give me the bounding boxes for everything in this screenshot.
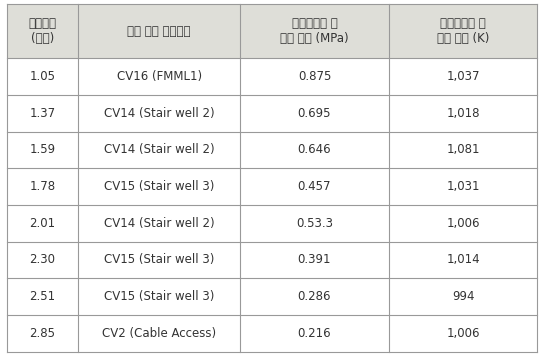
Text: 0.695: 0.695 xyxy=(298,107,331,120)
Text: 0.286: 0.286 xyxy=(298,290,331,303)
Text: 2.30: 2.30 xyxy=(29,253,55,267)
Bar xyxy=(7,315,537,352)
Text: CV15 (Stair well 3): CV15 (Stair well 3) xyxy=(104,180,214,193)
Bar xyxy=(7,95,537,131)
Text: 원자로건물 내
최고 온도 (K): 원자로건물 내 최고 온도 (K) xyxy=(437,17,489,45)
Bar xyxy=(7,278,537,315)
Text: 1.59: 1.59 xyxy=(29,143,55,156)
Text: 2.85: 2.85 xyxy=(29,327,55,340)
Text: 1,037: 1,037 xyxy=(447,70,480,83)
Text: 1,014: 1,014 xyxy=(446,253,480,267)
Text: 1.37: 1.37 xyxy=(29,107,55,120)
Text: CV2 (Cable Access): CV2 (Cable Access) xyxy=(102,327,216,340)
Text: 0.391: 0.391 xyxy=(298,253,331,267)
Text: 1,006: 1,006 xyxy=(447,217,480,230)
Text: 1.05: 1.05 xyxy=(29,70,55,83)
Text: 최초 연소 발생위치: 최초 연소 발생위치 xyxy=(127,25,191,38)
Bar xyxy=(7,168,537,205)
Text: 0.875: 0.875 xyxy=(298,70,331,83)
Bar xyxy=(7,242,537,278)
Text: CV16 (FMML1): CV16 (FMML1) xyxy=(116,70,202,83)
Bar xyxy=(7,4,537,58)
Text: 1,081: 1,081 xyxy=(447,143,480,156)
Bar xyxy=(7,131,537,168)
Bar xyxy=(7,58,537,95)
Text: CV15 (Stair well 3): CV15 (Stair well 3) xyxy=(104,253,214,267)
Text: 연소시기
(시간): 연소시기 (시간) xyxy=(28,17,57,45)
Text: CV14 (Stair well 2): CV14 (Stair well 2) xyxy=(104,143,214,156)
Bar xyxy=(7,205,537,242)
Text: 0.457: 0.457 xyxy=(298,180,331,193)
Text: 1,031: 1,031 xyxy=(447,180,480,193)
Text: 0.646: 0.646 xyxy=(298,143,331,156)
Text: 0.216: 0.216 xyxy=(298,327,331,340)
Text: 1.78: 1.78 xyxy=(29,180,55,193)
Text: 0.53.3: 0.53.3 xyxy=(296,217,333,230)
Text: 1,006: 1,006 xyxy=(447,327,480,340)
Text: 994: 994 xyxy=(452,290,474,303)
Text: CV14 (Stair well 2): CV14 (Stair well 2) xyxy=(104,107,214,120)
Text: 원자로건물 내
최대 압력 (MPa): 원자로건물 내 최대 압력 (MPa) xyxy=(280,17,349,45)
Text: CV14 (Stair well 2): CV14 (Stair well 2) xyxy=(104,217,214,230)
Text: 2.01: 2.01 xyxy=(29,217,55,230)
Text: 2.51: 2.51 xyxy=(29,290,55,303)
Text: 1,018: 1,018 xyxy=(447,107,480,120)
Text: CV15 (Stair well 3): CV15 (Stair well 3) xyxy=(104,290,214,303)
